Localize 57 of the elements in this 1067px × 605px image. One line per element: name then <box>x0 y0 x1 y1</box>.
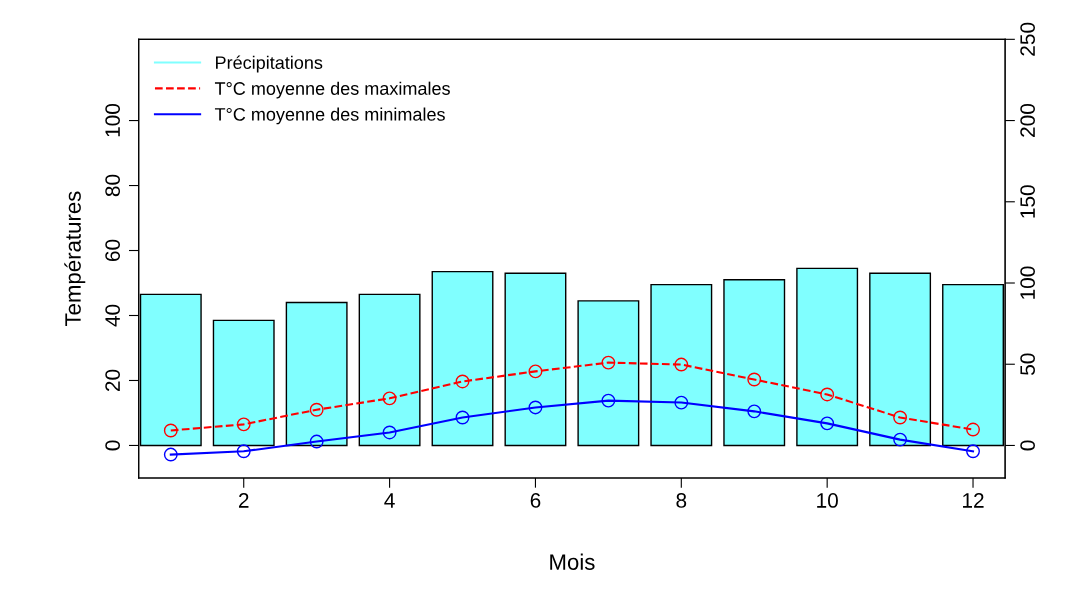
bar <box>285 301 348 447</box>
point <box>674 357 689 372</box>
point <box>382 391 397 406</box>
point <box>163 423 178 438</box>
x-axis-title: Mois <box>550 553 595 570</box>
bar <box>504 272 567 447</box>
bar <box>431 270 494 447</box>
legend-label: Précipitations <box>216 55 323 73</box>
bar <box>577 300 640 447</box>
bar <box>723 279 786 447</box>
point <box>382 425 397 440</box>
point <box>820 387 835 402</box>
point <box>163 447 178 462</box>
y2-tick-label: 200 <box>1020 103 1035 137</box>
y2-tick-label: 250 <box>1020 22 1035 56</box>
bar <box>212 319 275 447</box>
x-tick-label: 4 <box>384 493 395 508</box>
y2-tick-label: 100 <box>1020 266 1035 299</box>
point <box>601 355 616 370</box>
y-tick-label: 100 <box>105 103 121 137</box>
point <box>893 410 908 425</box>
point <box>455 410 470 425</box>
point <box>966 422 980 437</box>
point <box>236 444 251 459</box>
point <box>966 444 980 459</box>
x-tick-label: 8 <box>676 493 687 508</box>
bar <box>650 283 713 447</box>
point <box>236 417 251 432</box>
bar <box>358 293 421 447</box>
y-tick-label: 20 <box>105 369 121 392</box>
x-tick-label: 2 <box>238 493 249 508</box>
point <box>747 372 762 387</box>
point <box>893 432 908 447</box>
point <box>601 393 616 408</box>
y-tick-label: 80 <box>105 174 121 197</box>
point <box>528 400 543 415</box>
point <box>455 374 470 389</box>
y-tick-label: 40 <box>105 304 121 327</box>
y2-tick-label: 0 <box>1020 440 1035 451</box>
x-tick-label: 6 <box>530 493 541 508</box>
point <box>674 395 689 410</box>
point <box>820 416 835 431</box>
point <box>309 434 324 449</box>
legend-label: T°C moyenne des maximales <box>214 81 450 99</box>
y-tick-label: 0 <box>105 440 121 451</box>
bar <box>869 272 932 447</box>
x-tick-label: 10 <box>817 493 838 508</box>
legend-label: T°C moyenne des minimales <box>214 107 445 125</box>
x-tick-label: 12 <box>963 493 984 508</box>
point <box>309 402 324 417</box>
y2-tick-label: 150 <box>1020 185 1035 218</box>
point <box>747 404 762 419</box>
y-axis-title: Températures <box>64 191 86 327</box>
point <box>528 364 543 379</box>
y-tick-label: 60 <box>105 239 121 262</box>
y2-tick-label: 50 <box>1020 353 1035 375</box>
bar <box>796 267 859 447</box>
